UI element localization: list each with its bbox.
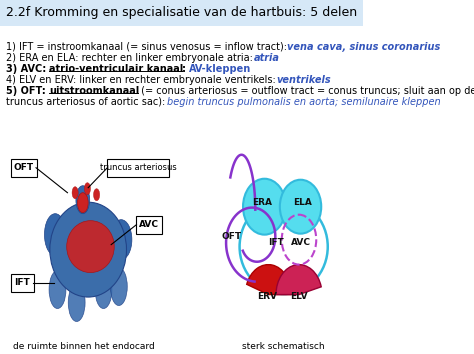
- Ellipse shape: [72, 187, 78, 199]
- Text: 2.2f Kromming en specialisatie van de hartbuis: 5 delen: 2.2f Kromming en specialisatie van de ha…: [6, 6, 357, 19]
- Text: IFT: IFT: [268, 238, 284, 247]
- Text: 5) OFT:: 5) OFT:: [6, 86, 49, 96]
- Wedge shape: [247, 264, 292, 295]
- Ellipse shape: [67, 221, 114, 273]
- Text: sterk schematisch: sterk schematisch: [242, 342, 325, 352]
- Text: de ruimte binnen het endocard: de ruimte binnen het endocard: [13, 342, 155, 352]
- Text: 3) AVC:: 3) AVC:: [6, 64, 50, 74]
- FancyBboxPatch shape: [107, 159, 169, 177]
- FancyBboxPatch shape: [11, 159, 37, 177]
- Circle shape: [243, 179, 286, 235]
- Wedge shape: [276, 264, 321, 295]
- Ellipse shape: [93, 189, 100, 201]
- Text: ELA: ELA: [292, 198, 311, 207]
- Text: ventrikels: ventrikels: [276, 75, 331, 85]
- Text: ELV: ELV: [290, 292, 308, 301]
- Ellipse shape: [45, 214, 66, 256]
- FancyBboxPatch shape: [11, 274, 34, 292]
- FancyBboxPatch shape: [0, 0, 364, 26]
- Text: OFT: OFT: [14, 163, 34, 172]
- Ellipse shape: [68, 284, 85, 321]
- Text: begin truncus pulmonalis en aorta; semilunaire kleppen: begin truncus pulmonalis en aorta; semil…: [167, 97, 440, 107]
- Text: 4) ELV en ERV: linker en rechter embryonale ventrikels:: 4) ELV en ERV: linker en rechter embryon…: [6, 75, 279, 85]
- Ellipse shape: [110, 220, 132, 259]
- Ellipse shape: [84, 183, 91, 195]
- Text: truncus arteriosus of aortic sac):: truncus arteriosus of aortic sac):: [6, 97, 169, 107]
- Text: AV-kleppen: AV-kleppen: [190, 64, 252, 74]
- Ellipse shape: [95, 270, 112, 309]
- Text: 1) IFT = instroomkanaal (= sinus venosus = inflow tract):: 1) IFT = instroomkanaal (= sinus venosus…: [6, 42, 290, 52]
- Text: vena cava, sinus coronarius: vena cava, sinus coronarius: [287, 42, 440, 52]
- Ellipse shape: [49, 270, 66, 309]
- Text: atria: atria: [254, 53, 280, 63]
- Text: :: :: [182, 64, 190, 74]
- Text: OFT: OFT: [221, 232, 242, 241]
- Circle shape: [280, 180, 321, 234]
- Text: 2) ERA en ELA: rechter en linker embryonale atria:: 2) ERA en ELA: rechter en linker embryon…: [6, 53, 256, 63]
- Ellipse shape: [77, 193, 88, 213]
- Text: uitstroomkanaal: uitstroomkanaal: [49, 86, 139, 96]
- Text: atrio-ventriculair kanaal: atrio-ventriculair kanaal: [49, 64, 183, 74]
- Ellipse shape: [50, 202, 127, 297]
- FancyBboxPatch shape: [136, 216, 162, 234]
- Text: ERA: ERA: [252, 198, 272, 207]
- Text: ERV: ERV: [257, 292, 277, 301]
- Text: (= conus arteriosus = outflow tract = conus truncus; sluit aan op de: (= conus arteriosus = outflow tract = co…: [138, 86, 474, 96]
- Ellipse shape: [239, 199, 328, 294]
- Text: AVC: AVC: [139, 220, 159, 229]
- Ellipse shape: [76, 186, 90, 214]
- Text: AVC: AVC: [291, 238, 310, 247]
- Ellipse shape: [110, 268, 127, 306]
- Text: truncus arteriosus: truncus arteriosus: [100, 163, 176, 172]
- Text: IFT: IFT: [14, 278, 30, 287]
